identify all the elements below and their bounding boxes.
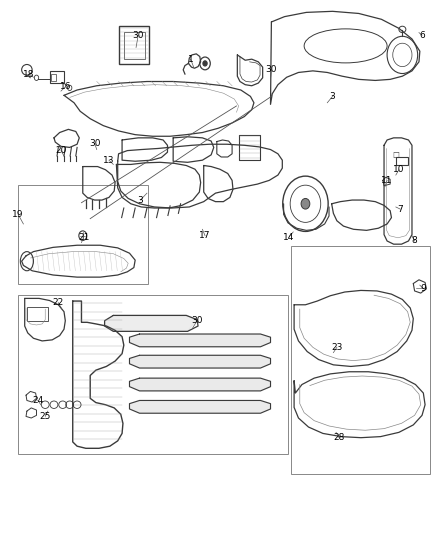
- Ellipse shape: [203, 61, 207, 66]
- Text: 19: 19: [12, 210, 24, 219]
- Text: 18: 18: [23, 70, 35, 78]
- Text: 9: 9: [420, 284, 426, 293]
- Bar: [51, 74, 56, 81]
- Text: 6: 6: [419, 31, 425, 40]
- Text: 16: 16: [60, 82, 71, 91]
- Text: 1: 1: [188, 55, 194, 63]
- Polygon shape: [130, 400, 271, 413]
- Bar: [396, 157, 408, 165]
- Text: 23: 23: [331, 343, 343, 352]
- Polygon shape: [130, 334, 271, 347]
- Bar: [18, 295, 288, 454]
- Text: 30: 30: [265, 66, 277, 74]
- Polygon shape: [105, 316, 197, 332]
- Bar: [291, 246, 430, 474]
- Polygon shape: [130, 378, 271, 391]
- Text: 20: 20: [55, 146, 67, 155]
- Text: 28: 28: [333, 433, 345, 442]
- Text: 25: 25: [39, 412, 51, 421]
- Text: 22: 22: [53, 298, 64, 307]
- Text: 3: 3: [138, 196, 143, 205]
- Bar: [124, 31, 145, 59]
- Text: 10: 10: [393, 165, 405, 174]
- Text: 13: 13: [103, 156, 115, 165]
- Ellipse shape: [301, 198, 310, 209]
- Text: 3: 3: [330, 92, 336, 101]
- Text: 30: 30: [89, 139, 100, 148]
- Text: 8: 8: [412, 237, 417, 246]
- Text: 7: 7: [397, 205, 403, 214]
- Text: 24: 24: [32, 396, 43, 405]
- Text: ☐: ☐: [393, 151, 399, 159]
- Bar: [18, 185, 148, 284]
- Text: 17: 17: [199, 231, 211, 240]
- Text: 30: 30: [191, 316, 203, 325]
- Polygon shape: [130, 356, 271, 368]
- Text: 11: 11: [381, 176, 393, 185]
- Bar: [120, 26, 149, 64]
- Bar: [27, 307, 48, 321]
- Text: 14: 14: [283, 233, 294, 242]
- Text: 21: 21: [78, 233, 89, 242]
- Bar: [49, 71, 64, 83]
- Text: 30: 30: [132, 31, 144, 40]
